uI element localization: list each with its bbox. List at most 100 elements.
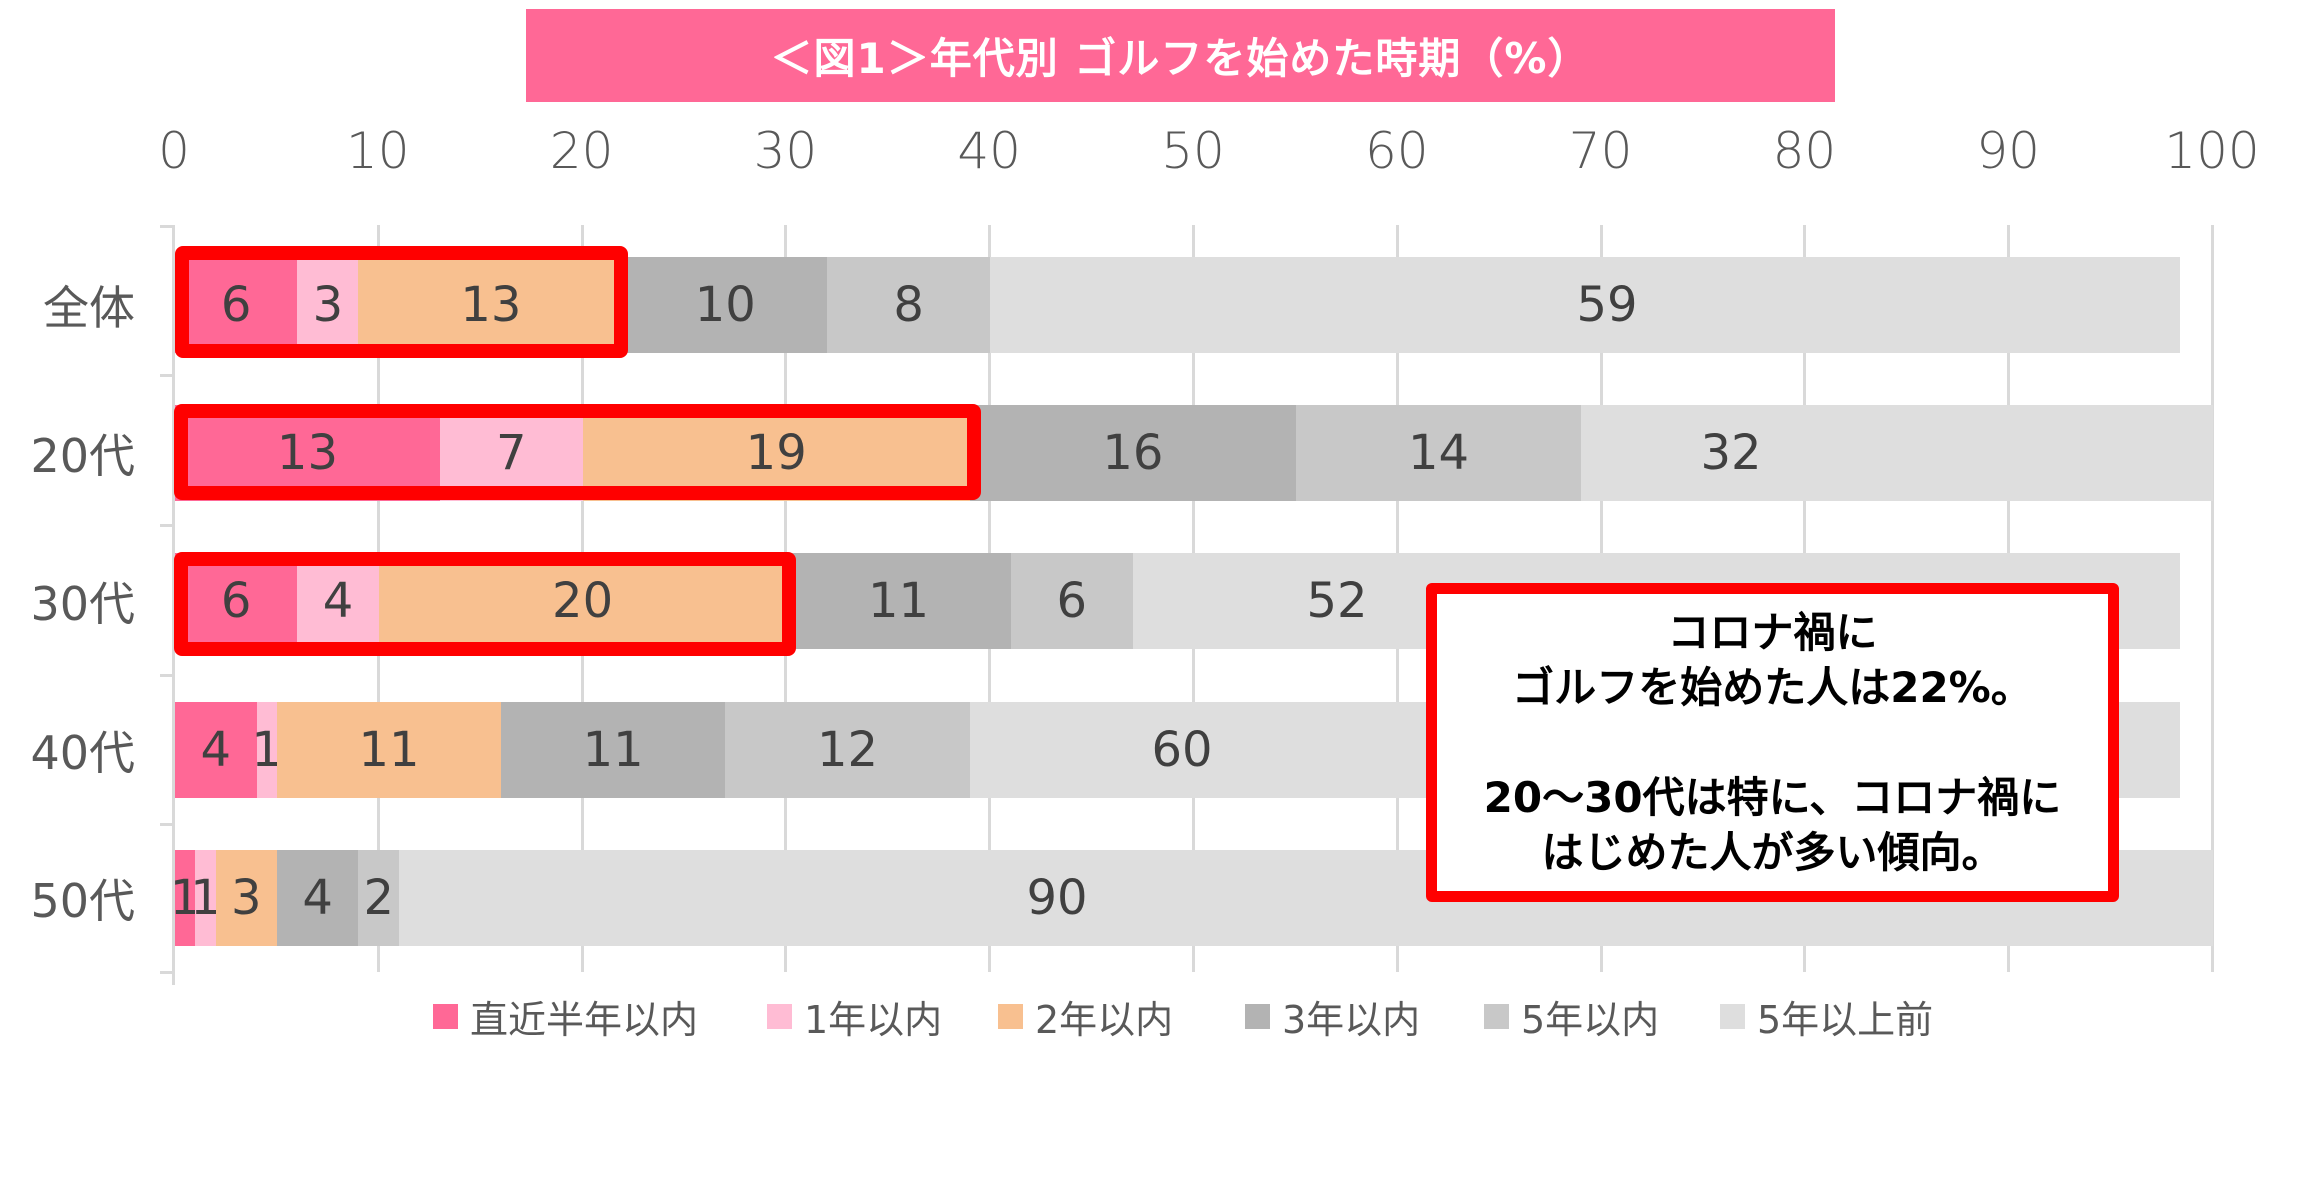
- x-tick-label: 40: [957, 122, 1021, 180]
- legend-swatch-icon: [433, 1003, 458, 1029]
- data-label: 7: [495, 425, 527, 481]
- y-axis-tick: [160, 823, 174, 826]
- data-label: 10: [694, 277, 756, 333]
- highlight-box: [174, 552, 796, 656]
- bar-segment: [358, 257, 624, 353]
- legend-item: 5年以上前: [1720, 996, 1933, 1042]
- legend-swatch-icon: [998, 1003, 1023, 1029]
- bar-segment: [175, 553, 298, 649]
- data-label: 52: [1306, 573, 1368, 629]
- y-category-label: 40代: [30, 726, 135, 780]
- data-label: 60: [1151, 722, 1213, 778]
- y-category-label: 50代: [30, 874, 135, 928]
- bar-segment: [501, 702, 726, 798]
- x-tick-label: 50: [1161, 122, 1225, 180]
- legend-label: 1年以内: [804, 997, 943, 1042]
- bar-segment: [256, 702, 277, 798]
- callout-line-1: コロナ禍に: [1667, 608, 1878, 657]
- data-label: 13: [460, 277, 522, 333]
- highlight-box: [175, 246, 628, 358]
- bar-segment: [1581, 405, 2213, 501]
- x-tick-label: 20: [549, 122, 614, 180]
- callout-line-3: 20～30代は特に、コロナ禍に: [1483, 773, 2062, 822]
- data-label: 90: [1026, 870, 1088, 926]
- callout-line-4: はじめた人が多い傾向。: [1541, 828, 2004, 877]
- data-label: 14: [1408, 425, 1470, 481]
- bar-segment: [1295, 405, 1582, 501]
- bar-segment: [195, 850, 216, 946]
- y-category-label: 20代: [30, 429, 135, 483]
- bar-segment: [990, 257, 2180, 353]
- data-label: 59: [1576, 277, 1638, 333]
- gridline: [2211, 225, 2214, 972]
- data-label: 3: [312, 277, 344, 333]
- bar-segment: [358, 850, 400, 946]
- legend-item: 1年以内: [767, 996, 942, 1042]
- x-tick-label: 100: [2164, 122, 2260, 180]
- bar-segment: [297, 257, 359, 353]
- bar-segment: [175, 850, 196, 946]
- data-label: 1: [169, 870, 201, 926]
- data-label: 1: [251, 722, 282, 778]
- x-tick-label: 30: [753, 122, 818, 180]
- y-axis-line: [172, 225, 175, 985]
- data-label: 6: [220, 277, 252, 333]
- y-category-label: 全体: [43, 281, 135, 335]
- legend-label: 3年以内: [1282, 997, 1421, 1042]
- legend-label: 5年以内: [1521, 997, 1660, 1042]
- callout-box: コロナ禍に ゴルフを始めた人は22%。 20～30代は特に、コロナ禍に はじめた…: [1426, 583, 2119, 902]
- data-label: 11: [358, 722, 420, 778]
- bar-segment: [175, 405, 440, 501]
- y-axis-tick: [160, 524, 174, 527]
- bar-segment: [378, 553, 787, 649]
- data-label: 4: [200, 722, 232, 778]
- data-label: 6: [1056, 573, 1087, 629]
- x-tick-label: 70: [1568, 122, 1633, 180]
- callout-line-2: ゴルフを始めた人は22%。: [1512, 663, 2033, 712]
- bar-segment: [582, 405, 970, 501]
- legend-label: 直近半年以内: [470, 997, 699, 1042]
- y-axis-tick: [160, 374, 174, 377]
- data-label: 13: [276, 425, 339, 481]
- bar-segment: [276, 702, 502, 798]
- legend-label: 5年以上前: [1757, 997, 1934, 1042]
- bar-segment: [297, 553, 379, 649]
- legend-item: 直近半年以内: [433, 996, 698, 1042]
- data-label: 19: [745, 425, 807, 481]
- x-tick-label: 0: [158, 122, 190, 180]
- bar-segment: [725, 702, 970, 798]
- y-axis-tick: [160, 674, 174, 677]
- bar-segment: [175, 702, 257, 798]
- data-label: 3: [231, 870, 262, 926]
- bar-row: 13 7 19 16 14 32: [175, 405, 2213, 501]
- data-label: 4: [302, 870, 333, 926]
- data-label: 6: [220, 573, 252, 629]
- data-label: 1: [190, 870, 221, 926]
- x-tick-label: 60: [1364, 122, 1429, 180]
- highlight-box: [174, 404, 981, 500]
- bar-segment: [276, 850, 359, 946]
- y-axis-tick: [160, 971, 174, 974]
- bar-segment: [827, 257, 991, 353]
- data-label: 32: [1700, 425, 1762, 481]
- legend-swatch-icon: [1720, 1003, 1745, 1029]
- bar-row: 6 3 13 10 8 59: [175, 257, 2180, 353]
- legend-swatch-icon: [1484, 1003, 1509, 1029]
- y-category-label: 30代: [30, 577, 135, 631]
- legend-swatch-icon: [1245, 1003, 1270, 1029]
- legend-swatch-icon: [767, 1003, 792, 1029]
- bar-segment: [786, 553, 1011, 649]
- bar-segment: [623, 257, 828, 353]
- bar-segment: [175, 257, 298, 353]
- data-label: 11: [867, 573, 930, 629]
- data-label: 16: [1102, 425, 1164, 481]
- bar-segment: [969, 405, 1296, 501]
- data-label: 4: [322, 573, 354, 629]
- data-label: 12: [816, 722, 879, 778]
- bar-segment: [439, 405, 583, 501]
- bar-segment: [215, 850, 277, 946]
- legend: 直近半年以内 1年以内 2年以内 3年以内 5年以内 5年以上前: [0, 996, 2313, 1042]
- legend-item: 2年以内: [998, 996, 1173, 1042]
- legend-item: 5年以内: [1484, 996, 1659, 1042]
- data-label: 8: [893, 277, 924, 333]
